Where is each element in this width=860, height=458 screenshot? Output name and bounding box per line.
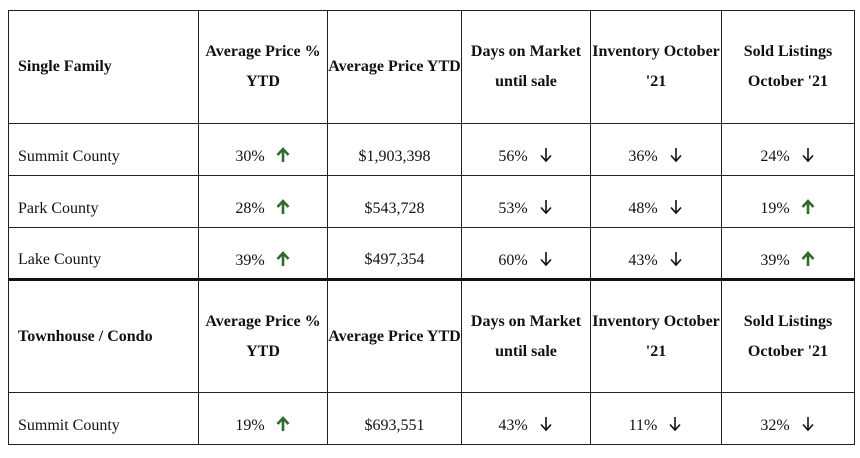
cell-value: 11% — [628, 417, 658, 434]
cell-value: 19% — [760, 200, 790, 217]
arrow-down-icon — [800, 416, 816, 432]
arrow-up-icon — [275, 147, 291, 163]
cell-value: 19% — [235, 417, 265, 434]
arrow-down-icon — [538, 251, 554, 267]
county-name: Summit County — [8, 392, 199, 445]
market-stats-table: Single Family Average Price % YTD Averag… — [8, 10, 855, 445]
county-name: Summit County — [8, 123, 199, 176]
col-header-avg-price-pct: Average Price % YTD — [198, 10, 328, 124]
cell-value: 30% — [235, 148, 265, 165]
cell-value: 43% — [628, 251, 658, 269]
cell-value: 28% — [235, 200, 265, 217]
cell-value: 56% — [498, 148, 528, 165]
col-header-avg-price: Average Price YTD — [327, 10, 462, 124]
arrow-down-icon — [667, 416, 683, 432]
arrow-up-icon — [275, 199, 291, 215]
arrow-down-icon — [538, 416, 554, 432]
section-title: Townhouse / Condo — [8, 278, 199, 393]
arrow-down-icon — [668, 199, 684, 215]
cell-value: 36% — [628, 148, 658, 165]
arrow-down-icon — [800, 147, 816, 163]
col-header-days-on-market: Days on Market until sale — [461, 10, 591, 124]
col-header-sold-listings: Sold Listings October '21 — [721, 10, 855, 124]
col-header-avg-price: Average Price YTD — [327, 278, 462, 393]
arrow-down-icon — [668, 251, 684, 267]
table-row: Summit County 19% $693,551 43% 11% 32% — [8, 392, 855, 445]
cell-value: 39% — [235, 251, 265, 269]
col-header-sold-listings: Sold Listings October '21 — [721, 278, 855, 393]
arrow-up-icon — [275, 250, 291, 267]
county-name: Lake County — [8, 227, 199, 280]
single-family-header-row: Single Family Average Price % YTD Averag… — [8, 10, 855, 124]
arrow-up-icon — [800, 250, 816, 267]
table-row: Lake County 39% $497,354 60% 43% 39% — [8, 227, 855, 280]
cell-value: 39% — [760, 251, 790, 269]
arrow-down-icon — [538, 147, 554, 163]
cell-value: 24% — [760, 148, 790, 165]
col-header-avg-price-pct: Average Price % YTD — [198, 278, 328, 393]
cell-value: 32% — [760, 417, 790, 434]
arrow-up-icon — [275, 416, 291, 432]
market-stats-table-wrapper: Single Family Average Price % YTD Averag… — [8, 10, 855, 446]
cell-value: $543,728 — [327, 175, 462, 228]
arrow-up-icon — [800, 199, 816, 215]
townhouse-condo-header-row: Townhouse / Condo Average Price % YTD Av… — [8, 278, 855, 393]
cell-value: 48% — [628, 200, 658, 217]
cell-value: 53% — [498, 200, 528, 217]
cell-value: 43% — [498, 417, 528, 434]
cell-value: $1,903,398 — [327, 123, 462, 176]
cell-value: $497,354 — [327, 227, 462, 280]
table-row: Park County 28% $543,728 53% 48% 19% — [8, 175, 855, 228]
county-name: Park County — [8, 175, 199, 228]
col-header-inventory: Inventory October '21 — [590, 278, 722, 393]
arrow-down-icon — [538, 199, 554, 215]
arrow-down-icon — [668, 147, 684, 163]
cell-value: 60% — [498, 251, 528, 269]
table-row: Summit County 30% $1,903,398 56% 36% 24% — [8, 123, 855, 176]
cell-value: $693,551 — [327, 392, 462, 445]
col-header-days-on-market: Days on Market until sale — [461, 278, 591, 393]
col-header-inventory: Inventory October '21 — [590, 10, 722, 124]
section-title: Single Family — [8, 10, 199, 124]
